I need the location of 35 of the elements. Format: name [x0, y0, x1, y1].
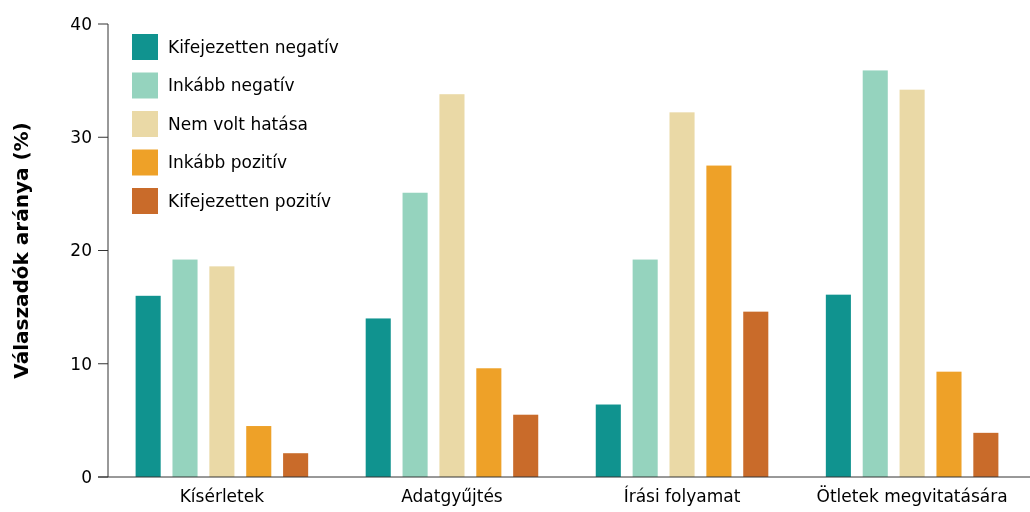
- legend-label: Kifejezetten negatív: [168, 36, 339, 57]
- bar: [209, 266, 235, 477]
- bar: [283, 453, 309, 477]
- bar: [936, 371, 962, 477]
- y-tick-label: 30: [70, 127, 92, 148]
- bar: [513, 414, 539, 477]
- bar: [172, 259, 198, 477]
- legend-label: Inkább negatív: [168, 75, 295, 96]
- y-axis-title: Válaszadók aránya (%): [9, 122, 33, 379]
- bar: [632, 259, 658, 477]
- y-tick-label: 0: [81, 466, 92, 487]
- bar: [973, 432, 999, 477]
- bar: [743, 311, 769, 477]
- y-tick-label: 10: [70, 353, 92, 374]
- bar: [365, 318, 391, 477]
- legend-label: Inkább pozitív: [168, 152, 288, 173]
- bar: [862, 70, 888, 477]
- bar: [899, 89, 925, 477]
- bar: [595, 404, 621, 477]
- legend-label: Nem volt hatása: [168, 113, 308, 134]
- legend-label: Kifejezetten pozitív: [168, 190, 332, 211]
- bar: [402, 192, 428, 477]
- bar: [669, 112, 695, 477]
- bar: [135, 295, 161, 477]
- x-tick-label: Adatgyűjtés: [401, 486, 503, 506]
- bar: [439, 94, 465, 477]
- bar: [706, 165, 732, 477]
- x-tick-label: Kísérletek: [179, 486, 265, 506]
- y-tick-label: 20: [70, 240, 92, 261]
- x-tick-label: Ötletek megvitatására: [816, 485, 1008, 506]
- y-tick-label: 40: [70, 13, 92, 34]
- x-tick-label: Írási folyamat: [623, 485, 741, 506]
- bar: [825, 294, 851, 477]
- bar: [476, 368, 502, 477]
- bar: [246, 426, 272, 477]
